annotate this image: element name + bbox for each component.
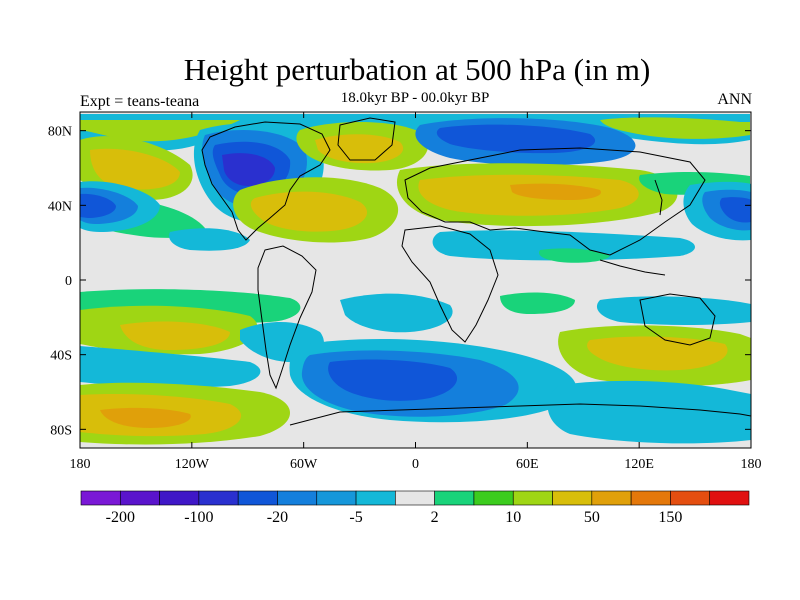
coast-south-america	[257, 245, 317, 390]
colorbar-swatch	[198, 490, 239, 506]
coast-north-america	[201, 121, 331, 241]
lat-label: 0	[65, 274, 72, 289]
coast-africa	[401, 225, 499, 343]
field-region	[587, 336, 728, 371]
longitude-axis: 180 120W 60W 0 60E 120E 180	[70, 112, 762, 472]
field-region	[315, 134, 404, 164]
colorbar-label: 10	[505, 509, 521, 526]
field-region	[120, 321, 230, 350]
field-region	[80, 346, 261, 388]
coast-maritime-continent	[599, 259, 666, 276]
coast-australia	[639, 293, 716, 346]
experiment-label: Expt = teans-teana	[80, 93, 200, 110]
lat-label: 80N	[48, 125, 72, 140]
field-region	[328, 359, 458, 401]
colorbar-swatch	[395, 490, 435, 506]
field-region	[500, 292, 575, 314]
latitude-axis: 80N 40N 0 40S 80S	[48, 125, 751, 438]
lat-label: 80S	[50, 423, 72, 438]
colorbar-label: -20	[267, 509, 288, 526]
lon-label: 180	[741, 457, 762, 472]
colorbar-swatch	[512, 490, 553, 506]
season-label: ANN	[717, 91, 752, 108]
colorbar: -200 -100 -20 -5 2 10 50 150	[80, 490, 750, 526]
colorbar-swatch	[355, 490, 396, 506]
coast-japan	[654, 179, 663, 216]
lat-label: 40S	[50, 349, 72, 364]
field-region	[432, 230, 695, 261]
colorbar-swatch	[473, 490, 514, 506]
colorbar-swatch	[591, 490, 632, 506]
field-region	[719, 197, 751, 223]
field-region	[436, 124, 596, 154]
lon-label: 60W	[290, 457, 318, 472]
field-region	[596, 296, 751, 325]
colorbar-swatch	[237, 490, 278, 506]
lon-label: 0	[412, 457, 419, 472]
field-region	[80, 193, 116, 218]
colorbar-swatch	[709, 490, 750, 506]
coast-greenland	[337, 117, 396, 161]
height-field	[80, 112, 751, 448]
lon-label: 60E	[516, 457, 539, 472]
field-region	[340, 293, 453, 333]
colorbar-swatch	[119, 490, 160, 506]
colorbar-swatch	[630, 490, 671, 506]
lon-label: 180	[70, 457, 91, 472]
chart-title: Height perturbation at 500 hPa (in m)	[183, 52, 651, 87]
field-region	[80, 120, 240, 142]
field-region	[250, 191, 368, 232]
colorbar-swatch	[80, 490, 121, 506]
field-region	[547, 380, 751, 444]
field-region	[539, 248, 610, 263]
colorbar-swatch	[434, 490, 475, 506]
field-region	[90, 148, 180, 190]
colorbar-swatch	[159, 490, 200, 506]
colorbar-label: 150	[658, 509, 682, 526]
colorbar-label: -5	[349, 509, 362, 526]
chart-subtitle: 18.0kyr BP - 00.0kyr BP	[340, 90, 490, 106]
colorbar-swatch	[552, 490, 593, 506]
colorbar-label: -200	[106, 509, 135, 526]
colorbar-label: -100	[184, 509, 213, 526]
lon-label: 120E	[624, 457, 654, 472]
field-region	[100, 407, 191, 428]
lat-label: 40N	[48, 199, 72, 214]
lon-label: 120W	[175, 457, 210, 472]
coastlines	[201, 117, 751, 426]
colorbar-label: 50	[584, 509, 600, 526]
coast-eurasia	[404, 147, 706, 256]
coast-antarctica	[289, 403, 751, 426]
colorbar-label: 2	[431, 509, 439, 526]
field-region	[222, 153, 275, 186]
field-region	[600, 117, 750, 139]
field-region	[169, 228, 250, 251]
colorbar-swatch	[670, 490, 711, 506]
field-region	[510, 183, 601, 200]
colorbar-swatch	[316, 490, 357, 506]
colorbar-swatch	[277, 490, 318, 506]
